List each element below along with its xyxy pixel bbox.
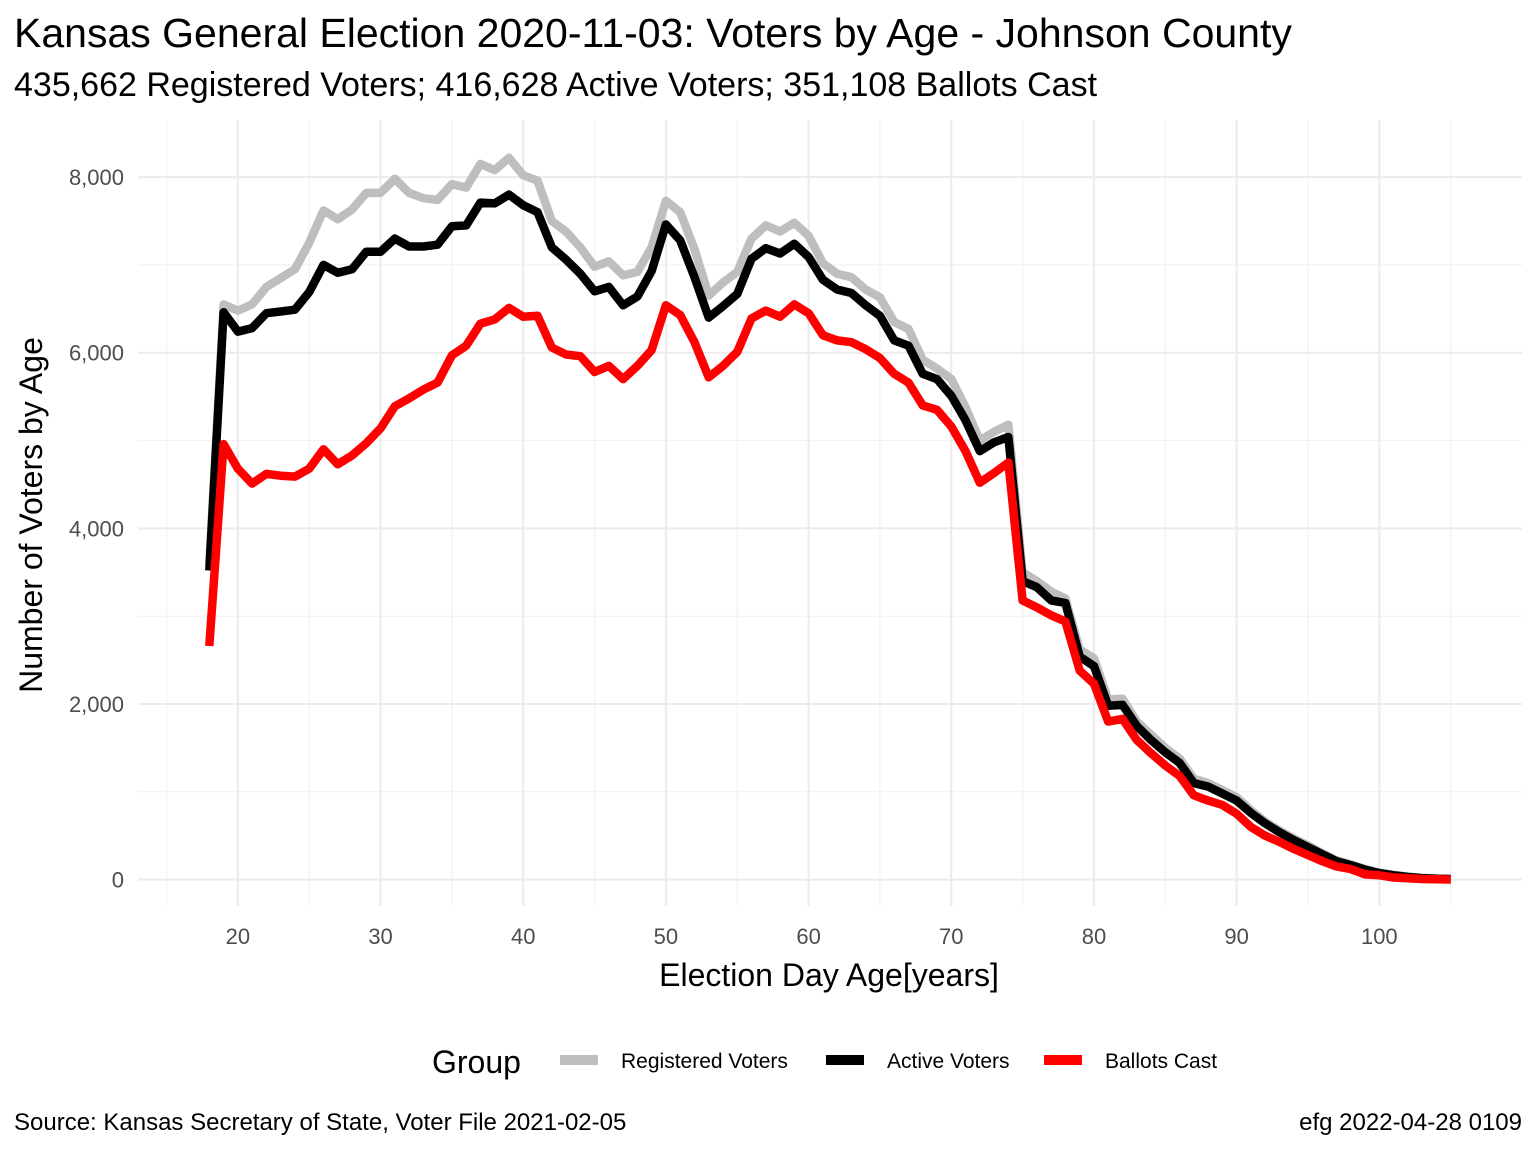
x-tick-label: 90 xyxy=(1224,924,1248,949)
series-line-registered-voters xyxy=(205,153,1451,884)
x-tick-label: 60 xyxy=(796,924,820,949)
legend-title: Group xyxy=(432,1044,521,1080)
y-tick-label: 0 xyxy=(112,868,124,893)
legend-label-ballots-cast: Ballots Cast xyxy=(1105,1050,1217,1073)
series-line-active-voters xyxy=(205,190,1451,884)
y-tick-label: 2,000 xyxy=(69,692,124,717)
legend-label-active-voters: Active Voters xyxy=(887,1050,1010,1073)
y-tick-label: 8,000 xyxy=(69,165,124,190)
series-line-ballots-cast xyxy=(205,300,1451,884)
x-tick-label: 100 xyxy=(1361,924,1398,949)
credit-caption: efg 2022-04-28 0109 xyxy=(1299,1109,1522,1136)
x-tick-label: 50 xyxy=(654,924,678,949)
x-tick-label: 70 xyxy=(939,924,963,949)
y-tick-label: 6,000 xyxy=(69,341,124,366)
y-tick-label: 4,000 xyxy=(69,516,124,541)
y-axis-ticks: 0 2,000 4,000 6,000 8,000 xyxy=(69,165,124,893)
source-caption: Source: Kansas Secretary of State, Voter… xyxy=(14,1109,627,1136)
x-tick-label: 80 xyxy=(1082,924,1106,949)
x-tick-label: 30 xyxy=(368,924,392,949)
series-lines xyxy=(205,153,1451,884)
x-tick-label: 40 xyxy=(511,924,535,949)
x-axis-ticks: 20 30 40 50 60 70 80 90 100 xyxy=(226,924,1398,949)
chart-title: Kansas General Election 2020-11-03: Vote… xyxy=(14,10,1292,56)
y-axis-title: Number of Voters by Age xyxy=(13,337,49,693)
x-tick-label: 20 xyxy=(226,924,250,949)
grid xyxy=(138,120,1522,906)
legend-label-registered-voters: Registered Voters xyxy=(621,1050,788,1073)
chart-subtitle: 435,662 Registered Voters; 416,628 Activ… xyxy=(14,66,1098,104)
x-axis-title: Election Day Age[years] xyxy=(659,957,999,993)
legend[interactable]: Group Registered Voters Active Voters Ball… xyxy=(432,1044,1217,1080)
